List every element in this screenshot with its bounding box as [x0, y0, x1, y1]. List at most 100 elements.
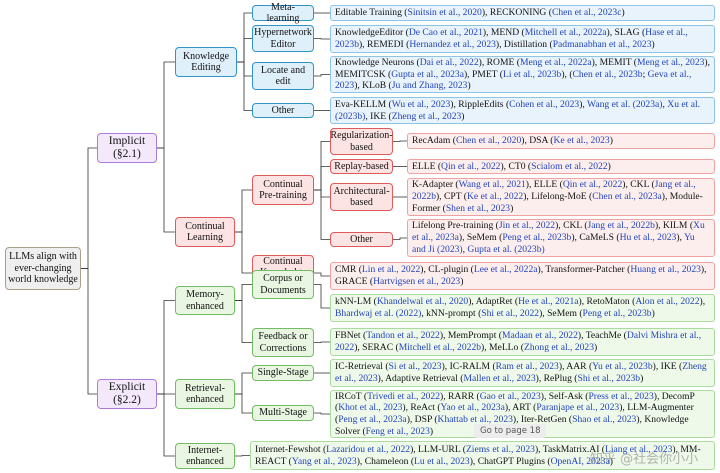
- connector: [393, 140, 407, 142]
- method-name: ), Distillation (: [495, 39, 553, 50]
- citation: Lu et al., 2023: [414, 455, 470, 467]
- citation: Geva et al., 2023: [335, 68, 692, 92]
- citation: Bhardwaj et al. (2022): [335, 308, 422, 319]
- subclass-node: Regularization-based: [330, 128, 393, 155]
- method-name: ), AAR (: [558, 361, 593, 373]
- citation: Chen et al., 2023b: [572, 68, 643, 80]
- method-name: ), Module-Former (: [412, 191, 703, 214]
- method-name: ), SLAG (: [606, 27, 646, 39]
- connector: [314, 272, 330, 277]
- citation: Feng et al., 2023: [365, 425, 430, 437]
- method-name: ), PMET (: [463, 68, 503, 80]
- citation: Zheng et al., 2023: [391, 110, 462, 122]
- works-list: CMR (Lin et al., 2022), CL-plugin (Lee e…: [330, 262, 715, 290]
- connector: [314, 284, 330, 309]
- works-list: K-Adapter (Wang et al., 2021), ELLE (Qin…: [407, 178, 715, 216]
- method-name: FBNet (: [335, 330, 367, 342]
- method-name: IC-Retrieval (: [335, 361, 389, 373]
- citation: Cohen et al., 2023: [509, 98, 580, 110]
- citation: Tandon et al., 2022: [366, 330, 440, 342]
- method-name: ): [640, 373, 644, 384]
- works-text: Internet-Fewshot (Lazaridou et al., 2022…: [255, 444, 710, 467]
- method-name: Lifelong Pre-training (: [412, 220, 499, 232]
- method-name: ), MEMITCSK (: [335, 56, 711, 80]
- method-name: ), Transformer-Patcher (: [537, 264, 631, 276]
- method-name: KnowledgeEditor (: [335, 27, 409, 39]
- method-name: ), MM-REACT (: [255, 443, 701, 467]
- connector: [314, 189, 330, 198]
- works-list: kNN-LM (Khandelwal et al., 2020), AdaptR…: [330, 294, 715, 322]
- citation: Shi et al., 2023b: [577, 373, 641, 384]
- citation: Xu et al., 2023a: [412, 220, 705, 244]
- method-name: ), Knowledge Solver (: [335, 414, 689, 437]
- method-name: ), CaMeLS (: [571, 232, 620, 244]
- citation: De Cao et al., 2021: [408, 27, 483, 39]
- connector: [314, 141, 330, 191]
- root-node: LLMs align with ever-changing world know…: [5, 247, 81, 290]
- method-name: ): [607, 160, 611, 172]
- subclass-node: Locate and edit: [252, 62, 314, 90]
- citation: Lazaridou et al., 2022: [326, 443, 411, 455]
- works-list: IC-Retrieval (Si et al., 2023), IC-RALM …: [330, 359, 715, 387]
- citation: Yu et al., 2023b: [592, 361, 653, 373]
- works-text: Knowledge Neurons (Dai et al., 2022), RO…: [335, 57, 710, 92]
- citation: Shao et al., 2023: [572, 414, 637, 425]
- citation: Press et al., 2023: [588, 390, 654, 402]
- works-text: Eva-KELLM (Wu et al., 2023), RippleEdits…: [335, 99, 710, 122]
- connector: [157, 393, 175, 457]
- method-name: ): [461, 110, 465, 122]
- works-text: FBNet (Tandon et al., 2022), MemPrompt (…: [335, 330, 710, 353]
- works-text: kNN-LM (Khandelwal et al., 2020), AdaptR…: [335, 296, 710, 319]
- works-list: Internet-Fewshot (Lazaridou et al., 2022…: [250, 441, 715, 470]
- citation: Khot et al., 2023: [338, 402, 403, 414]
- works-text: CMR (Lin et al., 2022), CL-plugin (Lee e…: [335, 264, 710, 287]
- citation: Shen et al., 2023: [445, 202, 511, 214]
- citation: Ram et al., 2023: [495, 361, 559, 373]
- method-name: ), RePlug (: [535, 373, 578, 384]
- method-name: ), SERAC (: [354, 342, 399, 353]
- citation: Meng et al., 2022a: [519, 56, 592, 68]
- method-name: ): [651, 308, 655, 319]
- citation: Meng et al., 2023: [637, 56, 705, 68]
- works-text: Editable Training (Sinitsin et al., 2020…: [335, 7, 625, 19]
- method-name: ), Self-Ask (: [540, 390, 589, 402]
- method-name: ), MeLLo (: [481, 342, 524, 353]
- works-list: Knowledge Neurons (Dai et al., 2022), RO…: [330, 56, 715, 93]
- method-name: ), Iter-RetGen (: [512, 414, 573, 425]
- works-list: Editable Training (Sinitsin et al., 2020…: [330, 5, 715, 21]
- method-name: ), SeMem (: [458, 232, 503, 244]
- citation: Mallen et al., 2023: [463, 373, 536, 384]
- citation: Wang et al. (2023a): [587, 98, 663, 110]
- connector: [314, 166, 330, 191]
- works-text: K-Adapter (Wang et al., 2021), ELLE (Qin…: [412, 179, 710, 214]
- method-name: Editable Training (: [335, 7, 408, 19]
- citation: Jang et al., 2022b: [412, 179, 696, 203]
- method-name: ),: [676, 232, 684, 244]
- connector: [235, 231, 252, 274]
- method-name: ): [467, 80, 471, 92]
- works-text: RecAdam (Chen et al., 2020), DSA (Ke et …: [412, 135, 613, 147]
- connector: [235, 300, 252, 343]
- citation: Mitchell et al., 2022a: [524, 27, 607, 39]
- works-text: ELLE (Qin et al., 2022), CT0 (Scialom et…: [412, 161, 611, 173]
- method-name: ), RetoMaton (: [578, 296, 636, 308]
- method-name: ), Lifelong-MoE (: [523, 191, 593, 203]
- method-name: ), CL-plugin (: [420, 264, 474, 276]
- method-name: K-Adapter (: [412, 179, 459, 191]
- method-name: ), IC-RALM (: [441, 361, 496, 373]
- citation: Peng et al., 2023b: [582, 308, 652, 319]
- method-name: ), DSA (: [521, 135, 554, 147]
- citation: Khandelwal et al., 2020: [376, 296, 469, 308]
- method-name: ), IKE (: [652, 361, 683, 373]
- subclass-node: Other: [252, 103, 314, 118]
- connector: [235, 372, 252, 395]
- citation: Lin et al., 2022: [361, 264, 421, 276]
- method-name: ), ELLE (: [525, 179, 563, 191]
- method-name: ,: [662, 98, 668, 110]
- citation: Gupta et al. (2023b): [467, 243, 545, 255]
- subclass-node: Multi-Stage: [252, 405, 314, 421]
- citation: Si et al., 2023: [388, 361, 442, 373]
- citation: Ke et al., 2023: [553, 135, 610, 147]
